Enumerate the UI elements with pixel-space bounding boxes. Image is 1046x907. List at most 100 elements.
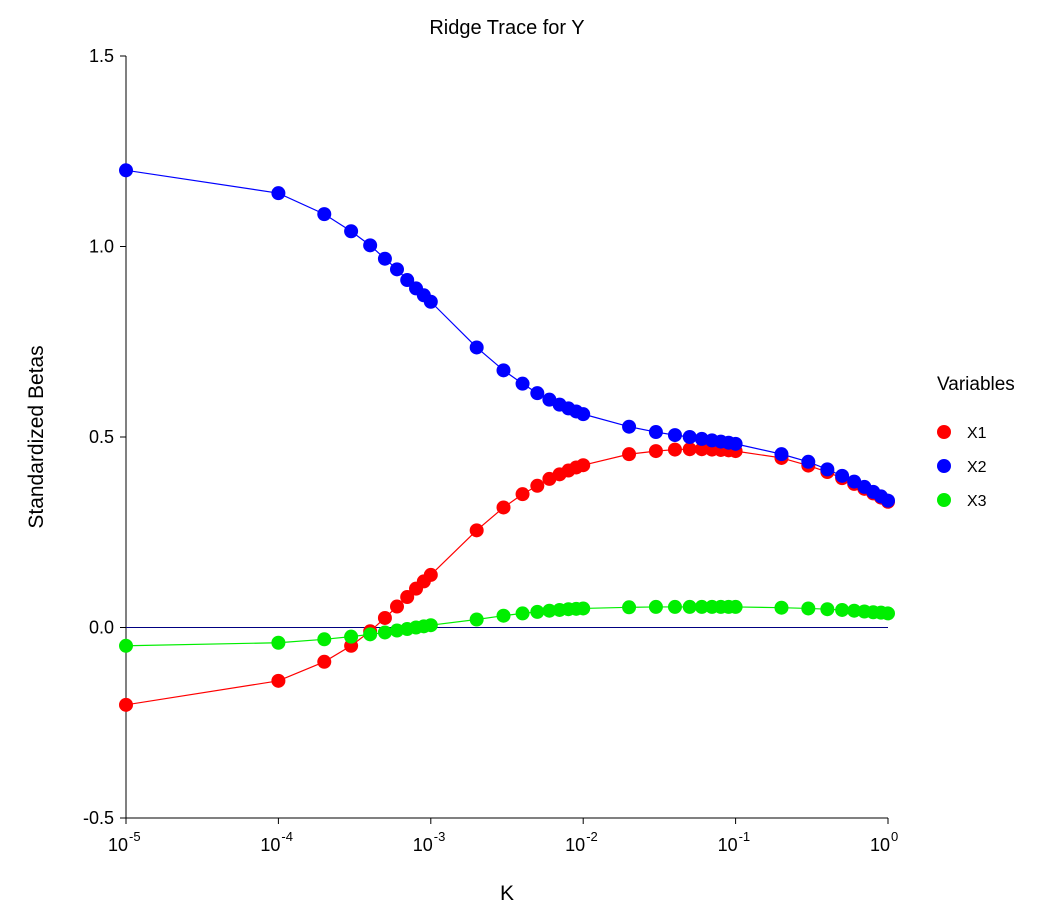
data-point xyxy=(363,627,378,642)
data-point xyxy=(847,603,862,618)
x-tick-label: 10 xyxy=(260,835,280,855)
x-tick-exponent: -2 xyxy=(586,829,598,844)
x-tick-exponent: -3 xyxy=(434,829,446,844)
x-tick-exponent: -1 xyxy=(739,829,751,844)
legend: Variables X1 X2 X3 xyxy=(937,374,1015,510)
data-point xyxy=(317,654,332,669)
data-point xyxy=(423,294,438,309)
data-point xyxy=(774,447,789,462)
data-point xyxy=(515,606,530,621)
data-point xyxy=(801,454,816,469)
y-tick-label: -0.5 xyxy=(83,808,114,828)
data-point xyxy=(774,600,789,615)
data-point xyxy=(515,376,530,391)
data-point xyxy=(694,599,709,614)
x-ticks: 10 -5 10 -4 10 -3 10 -2 10 -1 10 0 xyxy=(108,818,898,855)
x-tick-label: 10 xyxy=(565,835,585,855)
data-point xyxy=(400,590,415,605)
data-point xyxy=(728,436,743,451)
x-tick-exponent: -5 xyxy=(129,829,141,844)
data-point xyxy=(423,567,438,582)
data-point xyxy=(648,425,663,440)
data-point xyxy=(400,273,415,288)
data-point xyxy=(801,601,816,616)
legend-title: Variables xyxy=(937,374,1015,395)
legend-marker xyxy=(937,493,951,507)
data-point xyxy=(667,428,682,443)
data-point xyxy=(271,635,286,650)
series-layer xyxy=(119,163,895,712)
data-point xyxy=(542,603,557,618)
data-point xyxy=(317,207,332,222)
data-point xyxy=(496,608,511,623)
data-point xyxy=(469,340,484,355)
data-point xyxy=(377,251,392,266)
x-tick-label: 10 xyxy=(718,835,738,855)
x-tick-label: 10 xyxy=(108,835,128,855)
legend-label: X1 xyxy=(967,425,987,442)
data-point xyxy=(667,599,682,614)
data-point xyxy=(469,523,484,538)
y-tick-label: 1.5 xyxy=(89,46,114,66)
data-point xyxy=(820,602,835,617)
data-point xyxy=(344,629,359,644)
data-point xyxy=(496,500,511,515)
legend-label: X2 xyxy=(967,459,987,476)
data-point xyxy=(389,262,404,277)
data-point xyxy=(881,493,895,508)
chart-title: Ridge Trace for Y xyxy=(429,17,584,39)
data-point xyxy=(820,462,835,477)
x-tick-exponent: -4 xyxy=(281,829,293,844)
data-point xyxy=(667,442,682,457)
legend-marker xyxy=(937,459,951,473)
legend-label: X3 xyxy=(967,493,987,510)
data-point xyxy=(682,442,697,457)
series-line xyxy=(125,169,889,502)
y-tick-label: 0.0 xyxy=(89,618,114,638)
series-x2 xyxy=(119,163,895,508)
data-point xyxy=(881,606,895,621)
x-tick-exponent: 0 xyxy=(891,829,898,844)
data-point xyxy=(530,386,545,401)
legend-marker xyxy=(937,425,951,439)
y-axis-label: Standardized Betas xyxy=(25,345,48,528)
data-point xyxy=(622,447,637,462)
data-point xyxy=(119,163,133,178)
data-point xyxy=(377,610,392,625)
data-point xyxy=(694,442,709,457)
data-point xyxy=(835,468,850,483)
y-tick-label: 1.0 xyxy=(89,237,114,257)
data-point xyxy=(271,186,286,201)
data-point xyxy=(530,478,545,493)
data-point xyxy=(648,599,663,614)
data-point xyxy=(682,599,697,614)
x-tick-label: 10 xyxy=(413,835,433,855)
data-point xyxy=(835,602,850,617)
data-point xyxy=(530,604,545,619)
data-point xyxy=(682,430,697,444)
data-point xyxy=(377,625,392,640)
x-axis-label: K xyxy=(500,882,514,905)
data-point xyxy=(576,601,591,616)
data-point xyxy=(576,458,591,473)
data-point xyxy=(622,600,637,615)
data-point xyxy=(423,618,438,633)
data-point xyxy=(469,612,484,627)
data-point xyxy=(119,638,133,653)
series-x1 xyxy=(119,442,895,712)
data-point xyxy=(317,632,332,647)
legend-items: X1 X2 X3 xyxy=(937,425,987,510)
data-point xyxy=(271,673,286,688)
series-line xyxy=(125,448,889,706)
data-point xyxy=(496,363,511,378)
data-point xyxy=(728,599,743,614)
data-point xyxy=(648,444,663,459)
data-point xyxy=(119,697,133,712)
data-point xyxy=(363,238,378,253)
data-point xyxy=(622,419,637,434)
x-tick-label: 10 xyxy=(870,835,890,855)
y-ticks: -0.5 0.0 0.5 1.0 1.5 xyxy=(83,46,126,828)
series-x3 xyxy=(119,599,895,653)
y-tick-label: 0.5 xyxy=(89,427,114,447)
